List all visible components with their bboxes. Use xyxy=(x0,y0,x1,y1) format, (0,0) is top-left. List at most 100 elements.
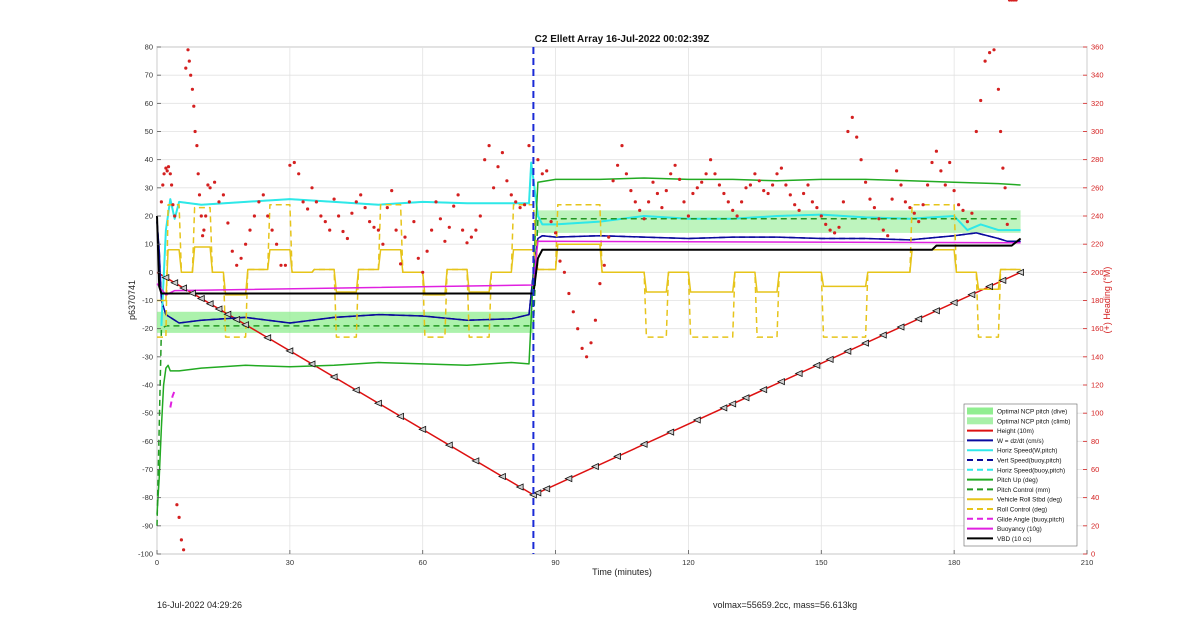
y-tick-label: -20 xyxy=(142,324,153,333)
heading-point xyxy=(753,172,757,176)
heading-point xyxy=(204,214,208,218)
heading-point xyxy=(788,193,792,197)
heading-point xyxy=(624,172,629,176)
y2-tick-label: 20 xyxy=(1091,521,1099,530)
heading-point xyxy=(461,228,465,232)
heading-point xyxy=(996,87,1001,91)
heading-point xyxy=(620,144,624,148)
heading-point xyxy=(306,207,310,211)
y2-tick-label: 120 xyxy=(1091,381,1104,390)
heading-point xyxy=(399,262,403,266)
heading-point xyxy=(589,341,593,345)
heading-point xyxy=(159,200,163,204)
heading-point xyxy=(363,206,367,210)
heading-point xyxy=(186,48,190,52)
y-tick-label: 70 xyxy=(145,71,153,80)
heading-point xyxy=(438,217,442,221)
x-axis-ticks: 0 30 60 90 120 150 180 210 xyxy=(155,550,1093,567)
heading-point xyxy=(328,228,332,232)
heading-point xyxy=(726,200,730,204)
height-marker xyxy=(170,279,179,287)
legend-label: Optimal NCP pitch (dive) xyxy=(997,409,1067,416)
heading-point xyxy=(802,191,806,196)
heading-point xyxy=(912,211,916,215)
height-marker xyxy=(285,347,294,355)
footer-volmax: volmax=55659.2cc, mass=56.613kg xyxy=(713,600,858,610)
heading-point xyxy=(527,144,531,148)
legend-label: Vehicle Roll Stbd (deg) xyxy=(997,497,1062,504)
height-marker xyxy=(949,299,958,307)
heading-point xyxy=(492,186,496,190)
heading-point xyxy=(846,129,850,134)
heading-point xyxy=(540,172,544,176)
heading-point xyxy=(717,183,722,187)
heading-point xyxy=(682,200,686,204)
y2-tick-label: 280 xyxy=(1091,155,1104,164)
height-marker xyxy=(263,334,272,342)
y-tick-label: 80 xyxy=(145,43,153,52)
heading-point xyxy=(988,51,992,55)
height-marker xyxy=(232,315,241,324)
heading-point xyxy=(359,193,363,197)
heading-point xyxy=(669,172,673,176)
heading-point xyxy=(394,228,398,232)
heading-point xyxy=(744,186,748,190)
height-marker xyxy=(896,323,905,331)
heading-point xyxy=(735,214,739,218)
heading-point xyxy=(297,172,301,176)
heading-point xyxy=(775,172,779,176)
heading-point xyxy=(585,355,589,359)
height-marker xyxy=(666,428,675,436)
height-marker xyxy=(241,321,249,329)
heading-point xyxy=(571,310,575,314)
heading-point xyxy=(239,256,243,260)
height-marker xyxy=(187,289,196,297)
heading-point xyxy=(859,158,863,162)
heading-point xyxy=(354,200,358,204)
heading-point xyxy=(301,200,305,204)
y2-tick-label: 260 xyxy=(1091,183,1104,192)
legend-label: Roll Control (deg) xyxy=(997,507,1047,514)
height-marker xyxy=(692,416,701,424)
heading-point xyxy=(165,169,169,173)
y-tick-label: -50 xyxy=(142,409,153,418)
y2-tick-label: 320 xyxy=(1091,99,1104,108)
heading-point xyxy=(523,203,527,207)
heading-point xyxy=(213,180,217,184)
heading-point xyxy=(855,135,859,139)
heading-point xyxy=(611,179,615,183)
heading-point xyxy=(558,259,562,263)
height-marker xyxy=(590,462,599,471)
height-marker xyxy=(812,361,821,370)
heading-point xyxy=(999,129,1003,134)
legend-label: Vert Speed(buoy,pitch) xyxy=(997,458,1062,465)
heading-point xyxy=(979,98,983,103)
heading-point xyxy=(173,214,177,218)
series-line xyxy=(156,177,1021,515)
heading-point xyxy=(1005,222,1009,226)
height-marker xyxy=(307,360,316,368)
y2-tick-label: 160 xyxy=(1091,324,1104,333)
heading-point xyxy=(828,228,832,232)
heading-point xyxy=(576,327,580,331)
series-lines xyxy=(156,161,1022,526)
heading-point xyxy=(797,208,801,212)
heading-point xyxy=(193,129,197,134)
heading-point xyxy=(943,183,947,187)
y2-tick-label: 0 xyxy=(1091,550,1095,559)
heading-point xyxy=(469,235,473,239)
legend-label: VBD (10 cc) xyxy=(997,536,1031,543)
heading-point xyxy=(895,169,899,173)
heading-point xyxy=(709,158,713,162)
heading-point xyxy=(908,206,912,210)
y2-tick-label: 340 xyxy=(1091,71,1104,80)
heading-point xyxy=(722,191,726,196)
heading-point xyxy=(686,214,691,218)
heading-point xyxy=(974,129,978,134)
y-axis-label: p6370741 xyxy=(127,280,137,320)
heading-point xyxy=(175,503,179,507)
height-marker xyxy=(205,300,214,308)
heading-point xyxy=(456,193,460,197)
heading-point xyxy=(496,165,500,169)
heading-point xyxy=(580,346,584,350)
